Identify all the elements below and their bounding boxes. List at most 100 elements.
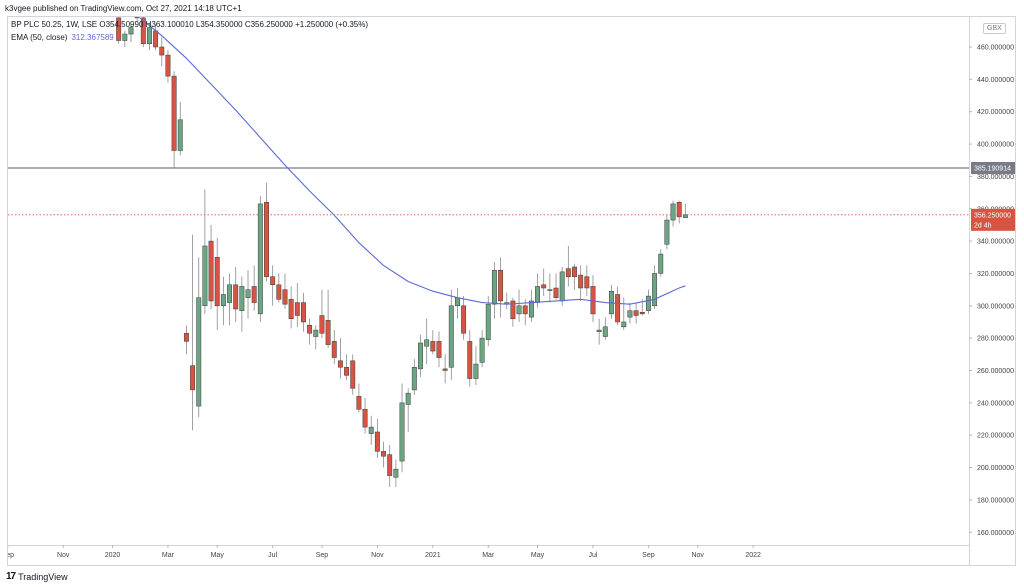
candle-body	[270, 276, 276, 286]
x-tick-label: Jul	[268, 552, 277, 559]
candle-body	[670, 203, 676, 221]
candle	[670, 200, 676, 227]
candle-body	[467, 341, 473, 379]
candle-body	[461, 305, 467, 334]
candle-body	[190, 365, 196, 391]
chart-frame: 460.000000 440.000000 420.000000 400.000000…	[7, 16, 1016, 566]
candle	[171, 71, 177, 169]
candle	[344, 354, 350, 381]
candle	[350, 354, 356, 395]
y-tick-label: 420.000000	[977, 109, 1014, 116]
candle-body	[196, 297, 202, 407]
candle-body	[288, 299, 294, 319]
candle	[405, 388, 411, 432]
candle	[498, 257, 504, 318]
candle	[147, 22, 152, 51]
x-tick-label: Mar	[482, 552, 495, 559]
last-price-text: 356.250000	[974, 212, 1011, 219]
candle	[307, 318, 313, 345]
candle	[134, 17, 140, 22]
candle	[270, 265, 276, 306]
candle	[183, 325, 189, 355]
candle	[645, 289, 651, 314]
candle-body	[313, 329, 319, 337]
candle-body	[596, 329, 602, 332]
candle	[510, 297, 516, 327]
ema-legend[interactable]: EMA (50, close) 312.367589	[11, 33, 114, 42]
candle-body	[325, 320, 331, 345]
candle	[301, 292, 306, 332]
candle	[325, 289, 331, 348]
candle-body	[565, 268, 571, 277]
candle-body	[165, 54, 171, 77]
candle-body	[547, 289, 553, 291]
candle-body	[602, 326, 608, 337]
candle-body	[578, 274, 584, 289]
candle	[596, 318, 602, 345]
price-labels-layer: 385.190914 356.250000 2d 4h	[971, 162, 1015, 231]
candle-body	[479, 337, 485, 363]
candle	[627, 302, 633, 324]
candle-body	[233, 284, 239, 310]
candle	[381, 441, 386, 468]
price-chart[interactable]: 460.000000 440.000000 420.000000 400.000000…	[8, 17, 1015, 565]
candle	[122, 30, 128, 47]
candle	[528, 289, 534, 322]
candle	[473, 346, 479, 386]
y-tick-label: 180.000000	[977, 497, 1014, 504]
candle-body	[171, 75, 177, 151]
candle-body	[393, 468, 399, 478]
tradingview-brand-text: TradingView	[18, 571, 68, 582]
candle-body	[220, 294, 226, 307]
tradingview-logo[interactable]: 17 TradingView	[6, 571, 68, 582]
candle-body	[652, 273, 658, 307]
candle	[682, 203, 688, 218]
countdown-text: 2d 4h	[974, 222, 992, 229]
candle	[227, 273, 232, 326]
candle	[116, 17, 122, 44]
candle-body	[282, 289, 288, 305]
candle	[504, 292, 510, 310]
candle	[264, 182, 269, 282]
candle-body	[344, 367, 350, 376]
candle-body	[159, 46, 165, 56]
candle	[633, 302, 639, 324]
candle-body	[485, 303, 491, 341]
candle-body	[559, 271, 565, 302]
candle-body	[590, 286, 596, 315]
candle-body	[430, 341, 436, 352]
candle	[467, 330, 473, 387]
hline-price-tag	[971, 162, 1015, 175]
candle	[251, 265, 257, 311]
y-tick-label: 380.000000	[977, 174, 1014, 181]
candle-body	[239, 286, 245, 311]
candle	[257, 195, 263, 322]
ema-legend-value: 312.367589	[71, 33, 114, 42]
candle-body	[183, 333, 189, 342]
candle	[584, 265, 590, 297]
y-tick-label: 300.000000	[977, 303, 1014, 310]
candle	[455, 288, 460, 319]
candle	[399, 383, 405, 473]
symbol-legend[interactable]: BP PLC 50.25, 1W, LSE O354.50990 H363.10…	[11, 20, 369, 29]
candle	[553, 273, 559, 300]
candle-body	[294, 302, 300, 316]
x-tick-label: Sep	[8, 552, 14, 559]
candle	[664, 215, 670, 250]
candle	[461, 296, 467, 340]
x-tick-label: Sep	[316, 552, 329, 559]
candle	[572, 263, 577, 290]
candle-body	[387, 454, 393, 476]
published-caption: k3vgee published on TradingView.com, Oct…	[5, 4, 242, 13]
candle	[516, 289, 522, 322]
candle-body	[510, 300, 516, 319]
x-tick-label: May	[211, 552, 225, 559]
candle-body	[541, 284, 547, 289]
candle-body	[368, 426, 374, 434]
candle-body	[528, 300, 534, 318]
candle	[387, 444, 393, 487]
candle	[448, 289, 454, 381]
candle	[541, 268, 547, 297]
candle	[602, 317, 608, 340]
candle	[208, 224, 214, 310]
